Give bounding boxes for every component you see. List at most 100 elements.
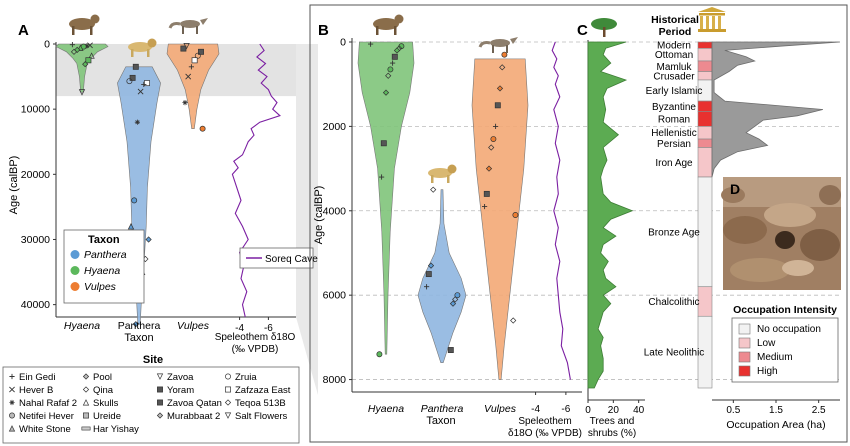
period-bars — [697, 41, 713, 389]
data-point — [512, 212, 519, 218]
period-bar — [697, 286, 713, 317]
occupation-area — [711, 41, 841, 178]
site-legend-label: Hever B — [19, 385, 53, 396]
data-point — [483, 190, 490, 197]
data-point — [180, 45, 187, 52]
data-point — [182, 100, 188, 106]
panel-b-y-ticks: 0 2000 4000 6000 8000 — [323, 37, 352, 386]
photo-label: D — [730, 181, 740, 197]
site-legend: Site Ein Gedi Pool Zavoa Zruia Hever B Qina Yo… — [2, 354, 300, 444]
speleo-tick-label: -6 — [264, 323, 273, 334]
data-point — [132, 63, 139, 70]
data-point — [129, 74, 136, 81]
data-point — [70, 48, 78, 55]
panel-b-speleo-ticks: -4 -6 — [531, 392, 571, 415]
period-label: Late Neolithic — [644, 348, 705, 359]
data-point — [188, 64, 194, 70]
site-legend-symbol — [83, 412, 89, 419]
site-legend-symbol — [9, 386, 15, 393]
site-legend-symbol — [225, 386, 231, 393]
period-label: Modern — [657, 41, 691, 52]
y-tick-label: 2000 — [323, 121, 347, 133]
site-legend-symbol — [224, 412, 232, 419]
site-legend-label: Zavoa — [167, 372, 194, 383]
panel-b-y-label: Age (calBP) — [313, 186, 325, 245]
legend-swatch — [738, 337, 751, 349]
period-bar — [697, 48, 713, 62]
panel-a-x-label: Taxon — [124, 332, 153, 344]
temple-icon — [698, 7, 726, 32]
data-point — [485, 165, 493, 172]
period-bar — [697, 100, 713, 112]
panel-c-x-ticks: 0 20 40 — [585, 400, 645, 416]
site-legend-label: Teqoa 513B — [235, 398, 286, 409]
panel-b-speleo-xlabel-line1: Speleothem — [518, 416, 571, 427]
period-bar — [697, 41, 713, 49]
violin-panthera — [417, 189, 467, 363]
period-label: Bronze Age — [648, 227, 700, 238]
legend-label: Medium — [757, 352, 793, 363]
data-point — [69, 42, 75, 48]
x-tick-label: 0 — [585, 405, 591, 416]
cave-photo: D — [721, 177, 841, 290]
site-legend-label: Netifei Hever — [19, 411, 74, 422]
period-label: Chalcolithic — [648, 297, 699, 308]
legend-label: No occupation — [757, 324, 821, 335]
legend-swatch — [738, 323, 751, 335]
y-tick-label: 40000 — [21, 299, 50, 311]
site-legend-symbol — [9, 373, 15, 380]
speleo-tick-label: -4 — [235, 323, 244, 334]
data-point — [191, 57, 198, 64]
site-legend-symbol — [9, 412, 15, 419]
period-label: Ottoman — [655, 50, 693, 61]
x-category-label: Hyaena — [368, 403, 404, 415]
speleo-tick-label: -6 — [561, 404, 570, 415]
legend-swatch — [70, 282, 80, 291]
data-point — [131, 197, 138, 204]
y-tick-label: 6000 — [323, 290, 347, 302]
data-point — [141, 81, 147, 87]
soreq-legend-label: Soreq Cave — [265, 254, 318, 265]
fox-silhouette-a — [168, 18, 208, 34]
site-legend-label: Zruia — [235, 372, 257, 383]
data-point — [127, 223, 135, 230]
period-label: Roman — [658, 115, 690, 126]
period-bar — [697, 111, 713, 127]
data-point — [430, 186, 437, 193]
data-point — [376, 351, 383, 358]
panel-c: C 0 20 40 Trees and shrubs (%) — [577, 18, 645, 439]
data-point — [194, 52, 201, 59]
x-category-label: Panthera — [421, 403, 464, 415]
x-tick-label: 1.5 — [769, 405, 783, 416]
site-legend-label: Pool — [93, 372, 112, 383]
data-point — [144, 80, 150, 87]
panel-a-zoom-connector — [296, 44, 318, 395]
site-legend-symbol — [157, 399, 163, 406]
trees-shrubs-area — [587, 41, 634, 389]
legend-label: Vulpes — [84, 281, 117, 293]
violin-vulpes — [166, 43, 220, 129]
lion-silhouette-a — [128, 38, 157, 57]
data-point — [134, 119, 140, 125]
taxon-legend: Taxon Panthera Hyaena Vulpes — [63, 229, 145, 304]
panel-b-frame — [309, 4, 848, 443]
data-point — [482, 203, 488, 210]
data-point — [368, 41, 374, 47]
data-point — [391, 53, 398, 60]
site-legend-title: Site — [143, 354, 163, 366]
fox-silhouette-b — [478, 37, 518, 53]
panel-a-speleo-xlabel-line2: (‰ VPDB) — [232, 344, 279, 355]
x-category-label: Panthera — [118, 320, 161, 332]
site-legend-symbol — [156, 412, 164, 419]
data-point — [84, 43, 90, 49]
data-point — [132, 321, 139, 328]
period-label: Byzantine — [652, 102, 696, 113]
y-tick-label: 0 — [340, 37, 346, 49]
legend-swatch — [738, 365, 751, 377]
data-point — [425, 271, 432, 278]
legend-swatch — [70, 250, 80, 259]
data-point — [488, 144, 495, 151]
period-label: Crusader — [653, 71, 695, 82]
violin-hyaena — [357, 41, 415, 355]
